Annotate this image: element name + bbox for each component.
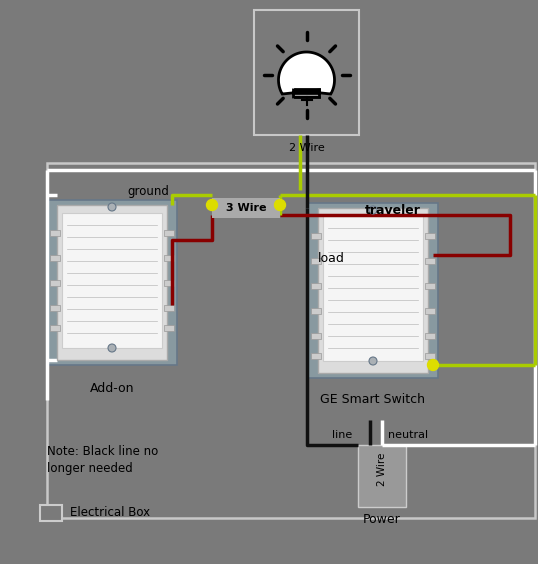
Bar <box>164 325 174 331</box>
Text: GE Smart Switch: GE Smart Switch <box>321 393 426 406</box>
Bar <box>212 198 280 218</box>
Text: 2 Wire: 2 Wire <box>377 453 387 486</box>
Bar <box>318 208 428 373</box>
Circle shape <box>428 359 438 371</box>
Bar <box>425 258 435 264</box>
Bar <box>50 280 60 286</box>
Bar <box>62 213 162 348</box>
Bar <box>311 308 321 314</box>
Bar <box>311 333 321 339</box>
Text: 2 Wire: 2 Wire <box>288 143 324 153</box>
Bar <box>57 205 167 360</box>
Bar <box>311 353 321 359</box>
Bar <box>323 216 423 361</box>
Bar <box>164 230 174 236</box>
Bar <box>425 308 435 314</box>
Bar <box>50 325 60 331</box>
Bar <box>425 353 435 359</box>
Bar <box>47 163 535 518</box>
Circle shape <box>369 206 377 214</box>
Text: Power: Power <box>363 513 401 526</box>
Bar <box>254 10 359 135</box>
Circle shape <box>108 344 116 352</box>
Text: line: line <box>332 430 352 440</box>
Bar <box>164 280 174 286</box>
Text: traveler: traveler <box>365 204 421 217</box>
Text: Note: Black line no
longer needed: Note: Black line no longer needed <box>47 445 158 475</box>
Polygon shape <box>279 52 335 97</box>
Text: 3 Wire: 3 Wire <box>226 203 266 213</box>
Text: Add-on: Add-on <box>90 382 134 395</box>
Bar <box>47 200 177 365</box>
Bar <box>425 233 435 239</box>
Circle shape <box>108 203 116 211</box>
Text: ground: ground <box>127 186 169 199</box>
Bar <box>50 230 60 236</box>
Bar <box>40 505 62 521</box>
Bar <box>164 305 174 311</box>
Bar <box>311 258 321 264</box>
Bar <box>50 305 60 311</box>
Bar <box>311 233 321 239</box>
Bar <box>311 283 321 289</box>
Bar <box>425 333 435 339</box>
Text: neutral: neutral <box>388 430 428 440</box>
Text: Electrical Box: Electrical Box <box>70 506 150 519</box>
Text: load: load <box>318 252 345 265</box>
Bar <box>425 283 435 289</box>
Bar <box>164 255 174 261</box>
Bar <box>358 445 406 507</box>
Bar <box>50 255 60 261</box>
Circle shape <box>369 357 377 365</box>
Circle shape <box>274 200 286 210</box>
Bar <box>308 203 438 378</box>
Circle shape <box>207 200 217 210</box>
